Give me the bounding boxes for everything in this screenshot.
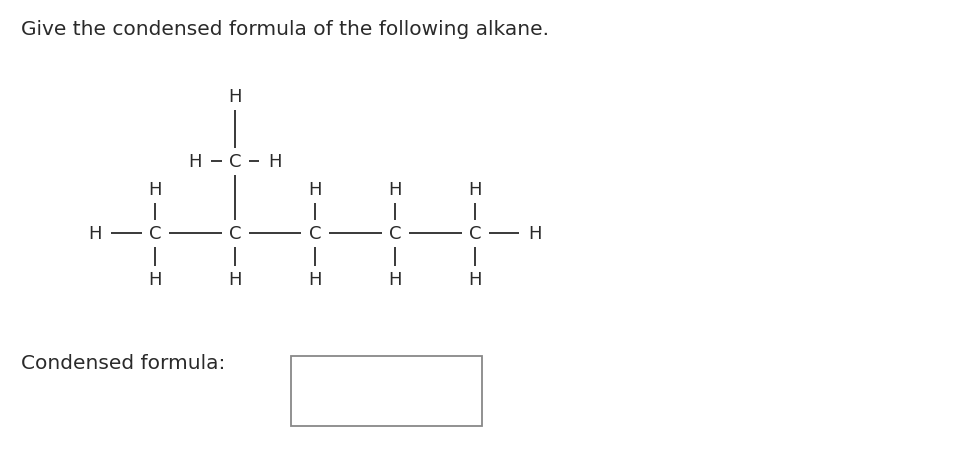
Text: H: H [228,88,241,106]
Text: H: H [268,152,281,170]
Text: H: H [188,152,201,170]
Text: H: H [468,180,481,198]
Text: C: C [149,225,161,243]
Text: H: H [308,180,321,198]
Text: C: C [229,152,241,170]
Text: C: C [468,225,480,243]
Text: C: C [229,225,241,243]
Text: H: H [308,271,321,288]
Text: C: C [309,225,321,243]
Text: H: H [388,180,401,198]
Text: C: C [388,225,401,243]
Text: H: H [148,271,162,288]
Text: Condensed formula:: Condensed formula: [21,354,225,373]
Text: H: H [89,225,102,243]
Text: H: H [228,271,241,288]
Text: H: H [528,225,541,243]
Text: H: H [148,180,162,198]
Text: H: H [388,271,401,288]
Text: H: H [468,271,481,288]
Text: Give the condensed formula of the following alkane.: Give the condensed formula of the follow… [21,20,548,39]
FancyBboxPatch shape [291,356,481,426]
